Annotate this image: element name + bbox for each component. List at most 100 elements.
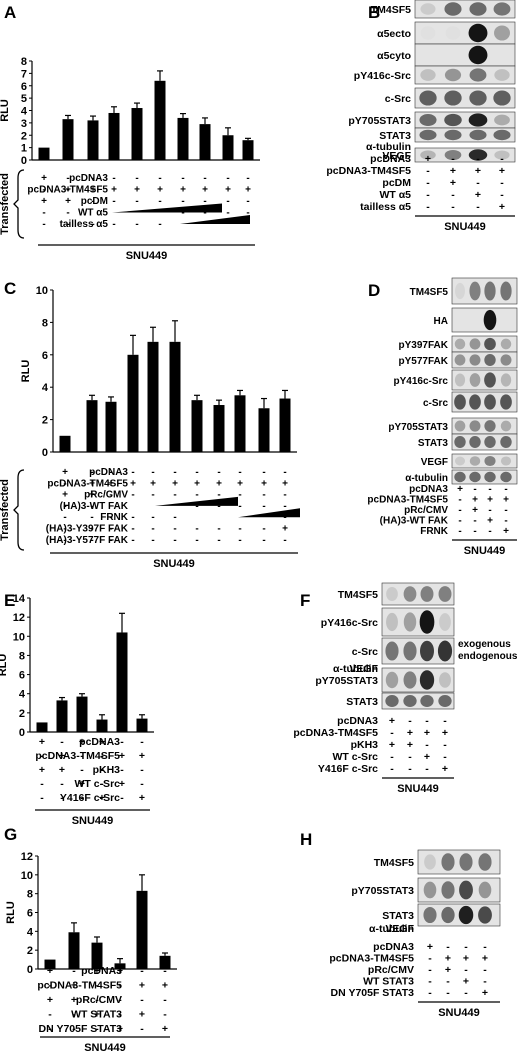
blot-band — [421, 586, 434, 602]
bar-chart-c: 0246810RLU — [20, 285, 297, 459]
condition-mark: - — [238, 535, 241, 546]
condition-mark: - — [408, 763, 412, 775]
condition-mark: - — [72, 1023, 76, 1035]
condition-mark: - — [109, 490, 112, 501]
condition-mark: - — [135, 219, 138, 230]
bar — [235, 395, 246, 452]
condition-mark: - — [246, 173, 249, 184]
cell-line-label: SNU449 — [72, 815, 114, 827]
condition-mark: - — [91, 196, 94, 207]
condition-mark: - — [90, 535, 93, 546]
condition-mark: - — [425, 715, 429, 727]
condition-mark: - — [476, 201, 480, 213]
condition-mark: - — [446, 987, 450, 999]
y-tick-label: 8 — [21, 56, 27, 68]
condition-mark: + — [472, 505, 478, 516]
y-tick-label: 3 — [21, 118, 27, 130]
condition-mark: - — [158, 219, 161, 230]
blot-label: α-tubulin — [405, 473, 448, 484]
blot-band — [459, 881, 473, 900]
condition-mark: + — [89, 478, 95, 489]
condition-mark: - — [483, 941, 487, 953]
condition-mark: + — [134, 185, 140, 196]
condition-mark: - — [48, 980, 52, 992]
blot-band — [501, 456, 511, 465]
condition-mark: - — [90, 512, 93, 523]
blot-label: α5ecto — [377, 28, 411, 40]
condition-mark: + — [282, 524, 288, 535]
y-tick-label: 2 — [42, 415, 48, 427]
condition-mark: + — [424, 727, 430, 739]
row-label: tailless α5 — [360, 201, 411, 213]
condition-mark: - — [408, 751, 412, 763]
condition-mark: - — [109, 512, 112, 523]
condition-mark: - — [66, 208, 69, 219]
condition-mark: - — [504, 505, 507, 516]
blot-band — [493, 130, 510, 140]
row-label: pcDNA3-TM4SF5 — [326, 165, 411, 177]
blot-band — [484, 420, 495, 432]
condition-mark: - — [118, 994, 122, 1006]
y-tick-label: 4 — [21, 106, 28, 118]
blot-band — [493, 90, 510, 105]
blot-band — [441, 907, 454, 923]
blot-band — [501, 373, 511, 386]
blot-band — [470, 68, 487, 81]
blot-band — [386, 613, 398, 631]
row-label: pcDNA3-TM4SF5 — [293, 727, 378, 739]
panel-letter-d: D — [368, 281, 380, 300]
condition-mark: - — [140, 778, 144, 790]
condition-mark: + — [79, 736, 85, 748]
condition-mark: - — [100, 778, 104, 790]
condition-mark: - — [63, 512, 66, 523]
blot-band — [385, 641, 398, 660]
condition-mark: + — [39, 736, 45, 748]
condition-mark: + — [475, 189, 481, 201]
condition-mark: + — [65, 185, 71, 196]
condition-mark: - — [443, 715, 447, 727]
blot-band — [484, 456, 495, 466]
blot-band — [494, 2, 511, 15]
bar — [77, 697, 88, 732]
condition-mark: - — [140, 1023, 144, 1035]
bar — [117, 632, 128, 732]
y-tick-label: 8 — [19, 650, 25, 662]
cell-line-label: SNU449 — [444, 221, 486, 233]
y-tick-label: 10 — [21, 870, 33, 882]
condition-mark: + — [119, 750, 125, 762]
bar — [200, 124, 211, 160]
y-axis-label: RLU — [20, 360, 32, 383]
bar — [109, 113, 120, 160]
row-label: pcDM — [382, 177, 411, 189]
blot-band — [444, 114, 462, 126]
condition-mark: - — [72, 1009, 76, 1021]
condition-mark: + — [472, 495, 478, 506]
condition-mark: - — [42, 208, 45, 219]
concentration-ramp — [238, 508, 300, 517]
bar — [280, 399, 291, 452]
blot-label: VEGF — [421, 457, 448, 468]
concentration-ramp — [180, 215, 250, 224]
condition-mark: - — [500, 153, 504, 165]
row-label: pKH3 — [351, 739, 379, 751]
row-label: pRc/CMV — [76, 994, 122, 1006]
blot-band — [419, 130, 436, 140]
bar-chart-e: 0 2 4 6 8 10 12 14 RLU — [0, 593, 154, 739]
condition-mark: - — [473, 516, 476, 527]
condition-mark: - — [451, 189, 455, 201]
row-label: DN Y705F STAT3 — [331, 987, 415, 999]
condition-mark: - — [120, 736, 124, 748]
blot-band — [470, 338, 481, 349]
condition-mark: - — [426, 177, 430, 189]
condition-mark: - — [226, 196, 229, 207]
row-label: FRNK — [100, 512, 129, 523]
condition-mark: - — [262, 524, 265, 535]
bar — [37, 722, 48, 732]
row-label: pcDNA3 — [373, 941, 414, 953]
blot-band — [494, 115, 510, 126]
blot-band — [455, 421, 466, 432]
condition-mark: - — [390, 727, 394, 739]
bar — [97, 720, 108, 732]
panel-letter-a: A — [4, 3, 16, 22]
